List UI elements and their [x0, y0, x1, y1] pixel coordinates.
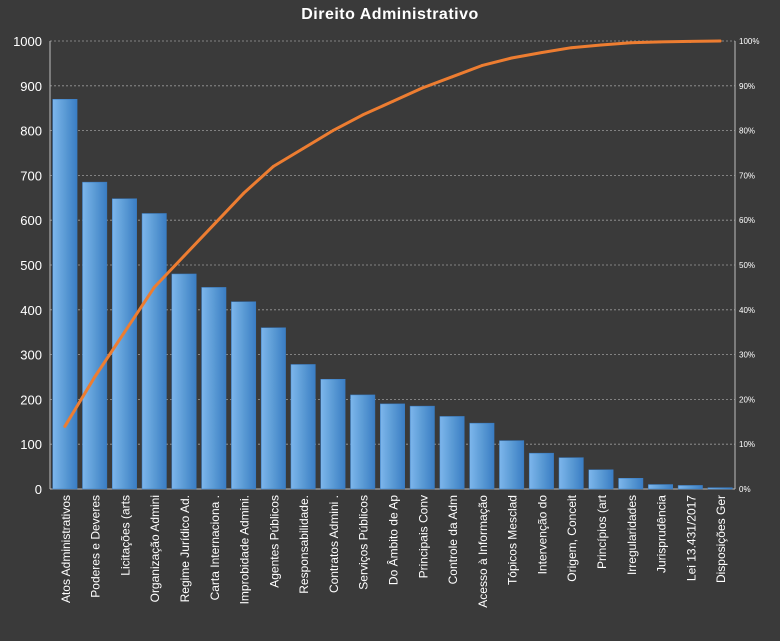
left-axis-tick-label: 500: [20, 258, 42, 273]
cumulative-line-series: [63, 39, 722, 428]
bar: [141, 213, 167, 490]
line-point: [480, 64, 484, 68]
line-point: [301, 147, 305, 150]
bar: [409, 405, 435, 490]
right-axis-tick-label: 40%: [739, 306, 755, 315]
x-axis-tick-label: Atos Administrativos: [59, 495, 73, 603]
line-point: [212, 223, 216, 227]
line-point: [93, 375, 97, 379]
bar: [707, 487, 733, 490]
bars-series: [52, 98, 733, 490]
x-axis-tick-label: Carta Internaciona .: [208, 495, 222, 600]
right-axis-tick-label: 30%: [739, 351, 755, 360]
bar: [648, 484, 674, 490]
x-axis-tick-label: Contratos Admini .: [327, 495, 341, 593]
line-point: [540, 51, 543, 55]
x-axis-tick-label: Controle da Adm: [446, 495, 460, 584]
line-point: [599, 43, 603, 47]
left-axis-tick-label: 900: [20, 79, 42, 94]
x-axis-tick-label: Licitações (arts: [118, 495, 132, 576]
right-axis-tick-label: 10%: [739, 440, 755, 449]
bar: [290, 364, 316, 490]
left-axis-tick-label: 1000: [13, 34, 42, 49]
bar: [380, 403, 405, 490]
left-axis-tick-label: 800: [20, 124, 42, 139]
bar: [201, 287, 227, 490]
bar: [469, 422, 495, 490]
bar: [677, 485, 703, 490]
line-point: [182, 254, 186, 258]
x-axis-tick-label: Irregularidades: [625, 495, 639, 575]
right-axis-tick-label: 0%: [739, 485, 751, 494]
right-axis-tick-label: 20%: [739, 395, 755, 404]
line-point: [391, 100, 394, 103]
x-axis-tick-label: Lei 13.431/2017: [684, 495, 698, 581]
x-axis-tick-label: Poderes e Deveres: [89, 495, 103, 598]
line-point: [510, 56, 514, 60]
line-point: [63, 424, 67, 428]
x-axis-tick-label: Jurisprudência: [655, 495, 669, 573]
right-axis-tick-label: 70%: [739, 171, 755, 180]
x-axis-tick-label: Acesso à Informação: [476, 495, 490, 608]
right-axis-tick-label: 100%: [739, 37, 759, 46]
left-axis-tick-label: 700: [20, 168, 42, 183]
line-point: [450, 75, 454, 79]
line-point: [331, 129, 335, 133]
line-point: [361, 113, 365, 117]
x-axis: Atos Administrativos Poderes e Deveres Lic…: [59, 494, 728, 607]
x-axis-tick-label: Princípios (art: [595, 494, 609, 569]
line-point: [688, 40, 692, 43]
right-axis-tick-label: 90%: [739, 82, 755, 91]
x-axis-tick-label: Agentes Públicos: [267, 495, 281, 588]
bar: [171, 273, 197, 490]
bar: [82, 181, 108, 490]
left-axis-tick-label: 400: [20, 303, 42, 318]
x-axis-tick-label: Improbidade Admini.: [238, 495, 252, 604]
left-axis: 0 100 200 300 400 500 600 700 800 900 1000: [13, 34, 42, 497]
right-axis-tick-label: 60%: [739, 216, 755, 225]
line-point: [271, 165, 275, 168]
line-point: [420, 86, 424, 90]
bar: [439, 416, 465, 490]
x-axis-tick-label: Do Âmbito de Ap: [386, 495, 401, 585]
right-axis-tick-label: 80%: [739, 127, 755, 136]
right-axis: 0% 10% 20% 30% 40% 50% 60% 70% 80% 90% 100%: [739, 37, 759, 494]
bar: [231, 301, 257, 490]
x-axis-tick-label: Disposições Ger: [714, 495, 728, 583]
x-axis-tick-label: Origem, Conceit: [565, 494, 579, 581]
line-point: [569, 46, 573, 50]
line-point: [718, 39, 722, 43]
left-axis-tick-label: 100: [20, 437, 42, 452]
line-point: [152, 286, 156, 289]
x-axis-tick-label: Organização Admini: [148, 495, 162, 602]
left-axis-tick-label: 300: [20, 348, 42, 363]
bar: [320, 378, 346, 490]
x-axis-tick-label: Principais Conv: [416, 495, 430, 578]
left-axis-tick-label: 600: [20, 213, 42, 228]
left-axis-tick-label: 0: [35, 482, 42, 497]
bar: [260, 327, 286, 490]
x-axis-tick-label: Intervenção do: [535, 495, 549, 575]
bar: [499, 440, 525, 490]
bar: [350, 394, 376, 490]
chart-title: Direito Administrativo: [301, 6, 479, 23]
bar: [52, 98, 78, 490]
x-axis-tick-label: Responsabilidade.: [297, 495, 311, 594]
x-axis-tick-label: Regime Jurídico Ad.: [178, 495, 192, 602]
bar: [528, 452, 554, 490]
bar: [558, 457, 584, 490]
bar: [588, 469, 614, 490]
line-point: [659, 40, 662, 44]
right-axis-tick-label: 50%: [739, 261, 755, 270]
x-axis-tick-label: Tópicos Mesclad: [506, 495, 520, 585]
bar: [618, 477, 644, 490]
left-axis-tick-label: 200: [20, 392, 42, 407]
line-point: [629, 41, 633, 45]
line-point: [242, 191, 245, 195]
line-point: [123, 330, 126, 334]
x-axis-tick-label: Serviços Públicos: [357, 495, 371, 590]
